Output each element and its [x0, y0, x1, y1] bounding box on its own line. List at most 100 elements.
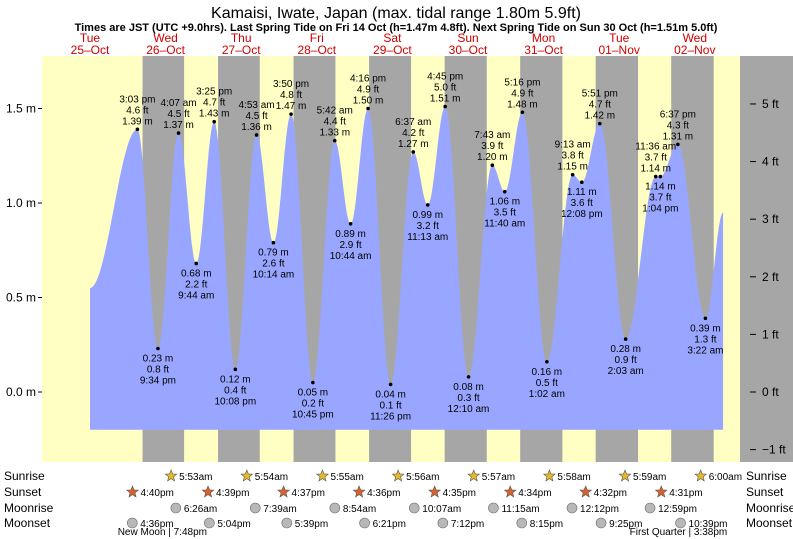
tide-time-label: 11:26 pm: [370, 411, 411, 422]
tide-ft-label: 4.5 ft: [245, 111, 267, 122]
day-name: Mon: [532, 31, 555, 45]
tide-height-label: 1.11 m: [567, 187, 597, 198]
day-date: 26–Oct: [146, 43, 185, 57]
right-tick-label: 3 ft: [762, 212, 779, 226]
tide-ft-label: 4.6 ft: [126, 105, 148, 116]
tide-point: [653, 174, 658, 179]
tide-time-label: 11:40 am: [484, 219, 525, 230]
tide-height-label: 0.04 m: [375, 389, 406, 400]
sunset-time: 4:31pm: [669, 488, 702, 499]
tide-height-label: 1.33 m: [319, 128, 350, 139]
tide-ft-label: 4.4 ft: [324, 117, 346, 128]
moonset-icon: [516, 517, 528, 529]
moonset-icon: [204, 517, 215, 529]
sunset-icon: [428, 485, 442, 498]
tide-ft-label: 4.9 ft: [511, 88, 533, 99]
tide-point: [176, 131, 181, 135]
moonrise-icon: [249, 502, 261, 514]
tide-point: [580, 180, 584, 185]
row-label-right: Sunrise: [746, 469, 787, 483]
chart-subtitle: Times are JST (UTC +9.0hrs). Last Spring…: [75, 22, 718, 34]
chart-title: Kamaisi, Iwate, Japan (max. tidal range …: [211, 5, 581, 22]
sunrise-icon: [542, 469, 556, 482]
tide-height-label: 1.31 m: [663, 131, 694, 142]
tide-time-label: 5:51 pm: [582, 89, 618, 100]
tide-time-label: 10:08 pm: [214, 396, 256, 407]
tide-time-label: 12:08 pm: [561, 209, 603, 220]
sunrise-icon: [315, 469, 329, 482]
tide-height-label: 1.14 m: [640, 164, 671, 175]
tide-point: [623, 337, 628, 341]
sunrise-icon: [164, 469, 178, 482]
tide-time-label: 9:13 am: [555, 140, 591, 151]
tide-ft-label: 0.4 ft: [224, 385, 246, 396]
sunrise-time: 5:55am: [330, 472, 363, 483]
tide-height-label: 0.05 m: [298, 388, 329, 399]
tide-point: [332, 138, 337, 143]
tide-point: [212, 119, 216, 124]
sunset-time: 4:36pm: [367, 488, 400, 499]
moonrise-time: 8:54am: [343, 504, 376, 515]
tide-height-label: 0.08 m: [453, 382, 484, 393]
day-date: 30–Oct: [449, 43, 488, 57]
day-name: Thu: [231, 31, 252, 45]
tide-height-label: 1.27 m: [398, 139, 429, 150]
tide-point: [271, 240, 276, 245]
moon-phase-note: New Moon | 7:48pm: [118, 527, 207, 538]
tide-point: [676, 142, 680, 147]
tide-point: [425, 203, 430, 207]
day-name: Sun: [457, 31, 478, 45]
day-date: 25–Oct: [71, 43, 110, 57]
tide-point: [194, 261, 199, 266]
tide-time-label: 11:36 am: [635, 142, 676, 153]
moonset-icon: [281, 517, 293, 529]
tide-point: [366, 106, 370, 111]
tide-ft-label: 3.6 ft: [571, 198, 593, 209]
tide-time-label: 10:45 pm: [292, 410, 334, 421]
sunrise-time: 5:53am: [179, 472, 212, 483]
tide-time-label: 9:34 pm: [140, 376, 176, 387]
tide-point: [411, 150, 416, 154]
sunset-time: 4:39pm: [216, 488, 249, 499]
day-date: 31–Oct: [524, 43, 563, 57]
tide-area: [90, 106, 724, 430]
day-date: 28–Oct: [297, 43, 336, 57]
sunset-icon: [579, 485, 593, 498]
tide-time-label: 10:14 am: [253, 270, 295, 281]
tide-time-label: 1:02 am: [529, 389, 565, 400]
left-tick-label: 1.0 m: [6, 196, 36, 210]
tide-ft-label: 0.2 ft: [302, 399, 324, 410]
tide-height-label: 1.06 m: [489, 197, 520, 208]
astronomy-rows: Sunrise Sunrise Sunset Sunset Moonrise Moonri…: [4, 469, 793, 538]
tide-ft-label: 4.3 ft: [667, 120, 689, 131]
tide-time-label: 4:53 am: [239, 100, 275, 111]
tide-ft-label: 4.8 ft: [280, 90, 302, 101]
tide-point: [254, 133, 259, 137]
sunrise-time: 5:58am: [557, 472, 590, 483]
day-date: 29–Oct: [373, 43, 412, 57]
tide-point: [311, 380, 315, 385]
tide-ft-label: 3.5 ft: [494, 208, 516, 219]
tide-ft-label: 0.8 ft: [147, 365, 169, 376]
tide-time-label: 4:16 pm: [350, 74, 386, 85]
tide-height-label: 1.48 m: [507, 99, 538, 110]
tide-point: [156, 346, 160, 351]
tide-height-label: 1.20 m: [477, 152, 508, 163]
tide-ft-label: 3.8 ft: [562, 151, 584, 162]
tide-point: [502, 189, 507, 194]
tide-height-label: 1.42 m: [585, 111, 616, 122]
tide-point: [490, 163, 495, 167]
tide-height-label: 0.79 m: [258, 248, 289, 259]
tide-point: [658, 174, 663, 179]
sunset-time: 4:37pm: [292, 488, 325, 499]
tide-time-label: 3:03 pm: [119, 94, 155, 105]
right-tick-label: 2 ft: [762, 270, 779, 284]
tide-labels: 3:03 pm4.6 ft1.39 m 0.23 m0.8 ft9:34 pm 4:…: [119, 72, 723, 423]
tide-height-label: 0.23 m: [143, 354, 174, 365]
tide-point: [703, 316, 708, 321]
sunset-time: 4:35pm: [443, 488, 476, 499]
sunrise-icon: [391, 469, 405, 482]
tide-ft-label: 2.9 ft: [339, 240, 361, 251]
tide-height-label: 1.39 m: [122, 116, 153, 127]
tide-curve: [90, 106, 724, 430]
